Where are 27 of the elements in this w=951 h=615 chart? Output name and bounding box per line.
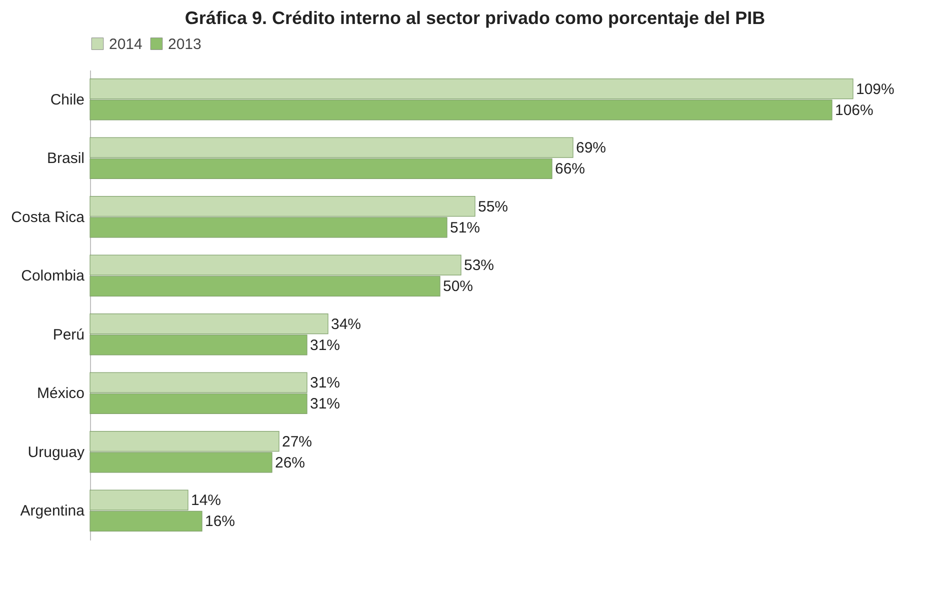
y-tick-label: Perú (52, 326, 84, 344)
legend-label: 2013 (168, 36, 202, 53)
y-tick-label: Uruguay (28, 444, 85, 461)
data-label: 50% (443, 278, 474, 296)
data-label: 14% (191, 492, 222, 510)
chart-title: Gráfica 9. Crédito interno al sector privado como porcentaje del PIB (184, 8, 766, 28)
data-label: 27% (282, 433, 312, 450)
y-tick-label: Brasil (46, 150, 84, 168)
data-label: 53% (464, 257, 494, 274)
data-label: 69% (576, 140, 606, 157)
data-label: 109% (856, 80, 894, 98)
data-label: 34% (331, 316, 362, 333)
y-tick-label: México (36, 385, 84, 402)
data-label: 26% (275, 454, 306, 472)
data-label: 106% (835, 102, 874, 119)
y-tick-label: Costa Rica (11, 208, 86, 226)
data-label: 31% (310, 396, 340, 413)
data-label: 31% (310, 336, 340, 354)
data-label: 55% (478, 198, 508, 216)
y-tick-label: Colombia (21, 268, 86, 285)
data-label: 66% (555, 160, 586, 178)
data-label: 51% (450, 219, 480, 236)
data-label: 31% (310, 374, 340, 392)
y-tick-label: Chile (50, 91, 84, 108)
data-label: 16% (205, 513, 236, 530)
legend-label: 2014 (109, 36, 142, 53)
y-tick-label: Argentina (20, 502, 86, 520)
